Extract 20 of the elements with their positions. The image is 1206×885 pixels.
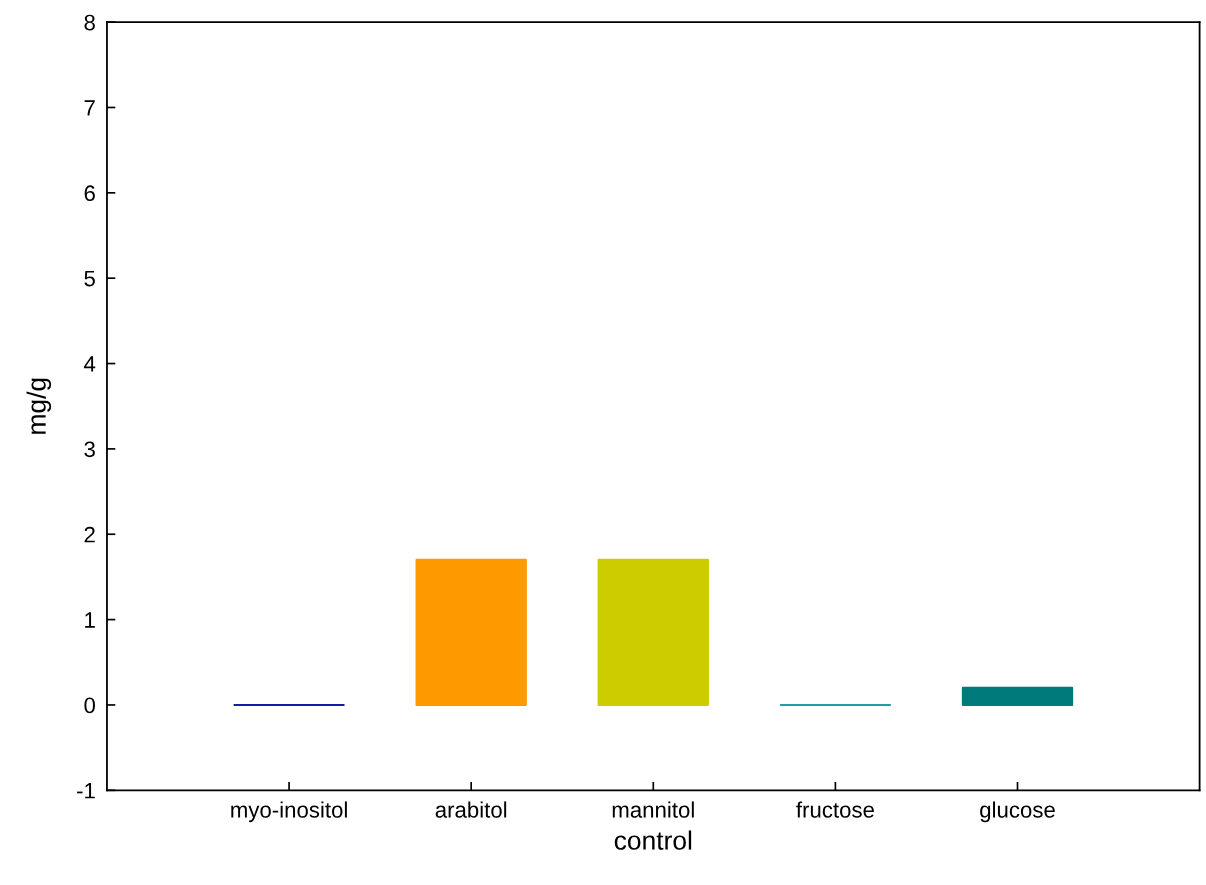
bar [415,558,527,706]
x-tick-label: mannitol [612,801,694,818]
x-tick-label: fructose [796,801,874,818]
y-tick-label: 5 [84,270,95,287]
y-tick-label: 7 [84,100,95,116]
y-tick-label: 0 [84,697,95,714]
y-tick-label: -1 [77,783,95,799]
x-tick-label: arabitol [435,801,507,818]
y-tick-label: 2 [84,526,95,543]
x-tick-label: glucose [980,801,1055,823]
y-tick-label: 3 [84,441,95,458]
y-tick-label: 8 [84,14,95,31]
y-tick-label: 6 [84,185,95,202]
x-axis-title: control [614,830,692,850]
bar [597,558,709,706]
y-tick-label: 4 [84,356,96,372]
x-tick-label: myo-inositol [231,801,347,823]
y-tick-label: 1 [85,612,95,628]
bar [961,686,1074,706]
y-axis-title: mg/g [26,378,52,434]
